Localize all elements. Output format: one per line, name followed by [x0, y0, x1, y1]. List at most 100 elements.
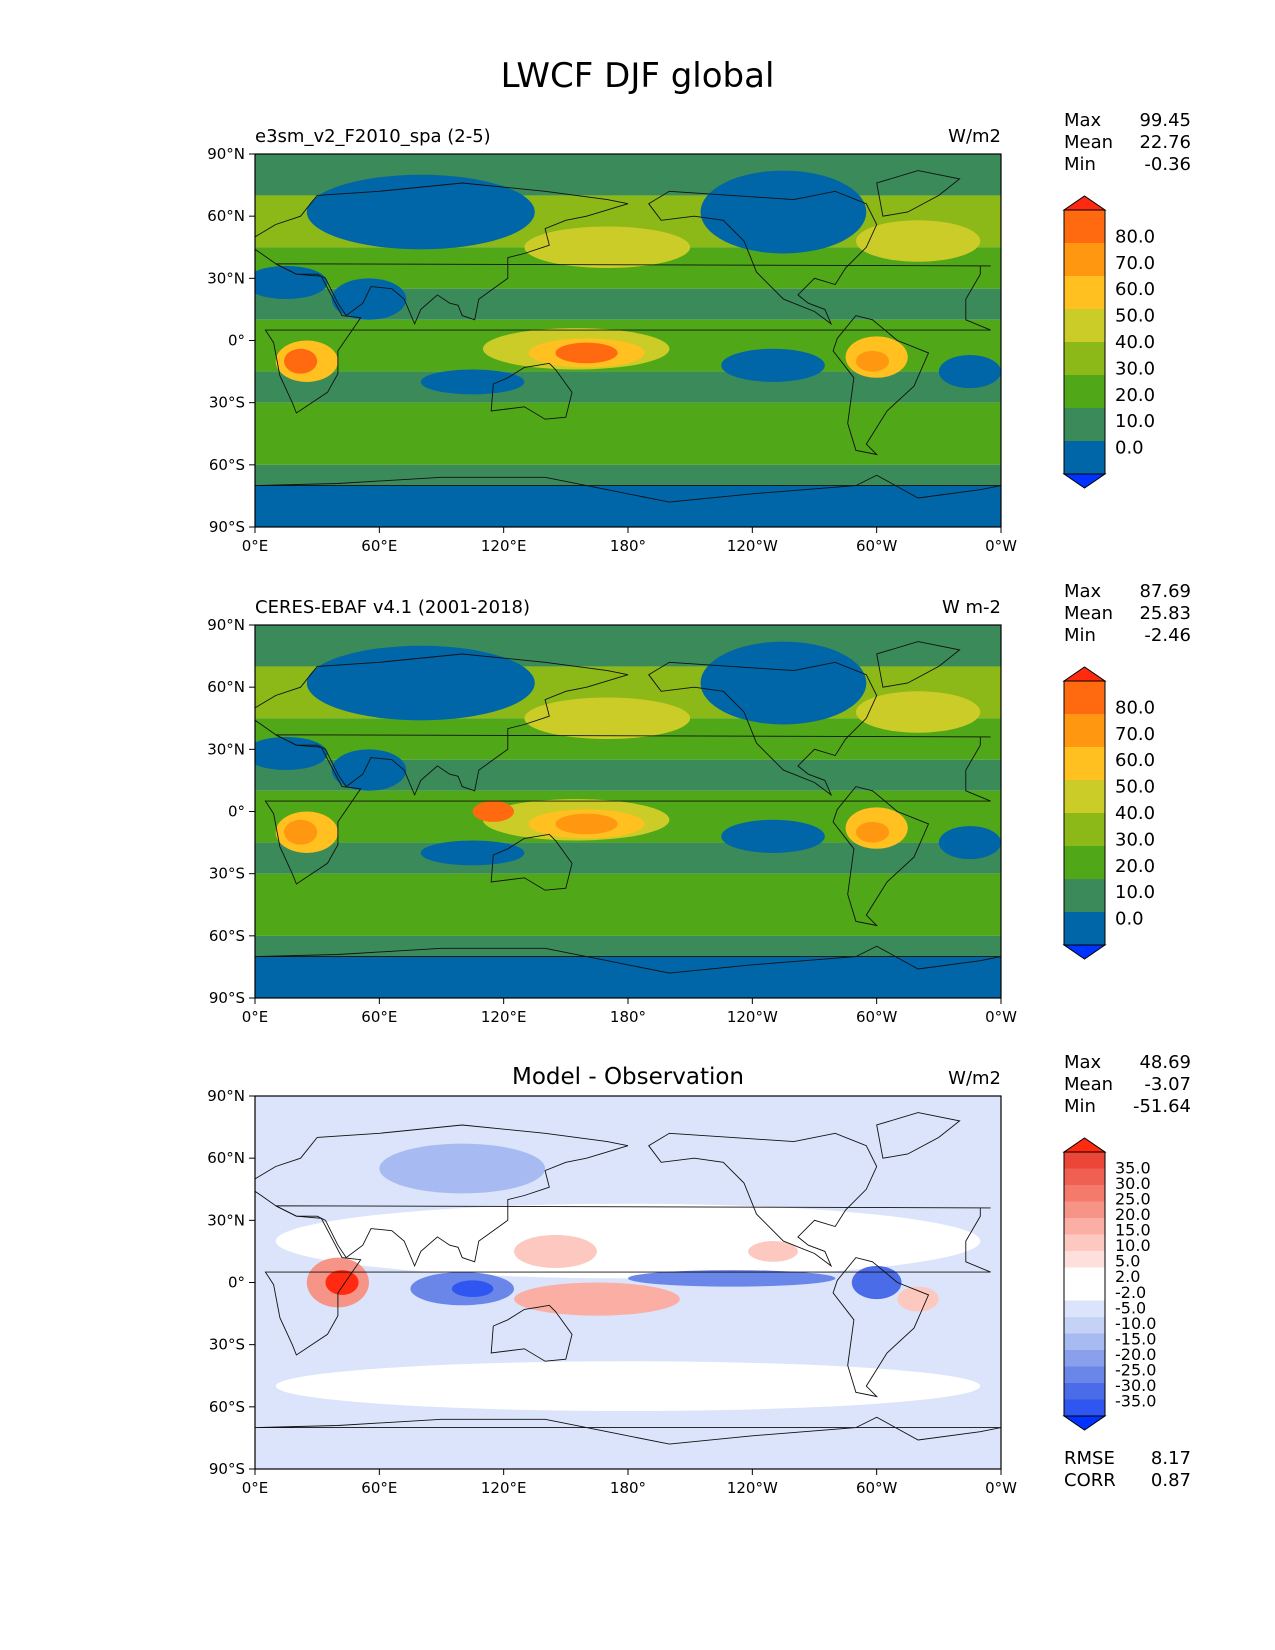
- lon-tick-label: 60°E: [361, 1008, 397, 1026]
- lon-tick-label: 120°E: [481, 1479, 527, 1497]
- field-patch: [255, 265, 328, 300]
- colorbar-bin: [1064, 1218, 1105, 1235]
- stat-label: Mean: [1064, 603, 1113, 624]
- colorbar-label: 50.0: [1115, 306, 1155, 327]
- lat-tick-label: 30°N: [207, 269, 245, 287]
- colorbar-label: -15.0: [1115, 1329, 1156, 1348]
- lon-tick-label: 120°W: [727, 537, 778, 555]
- lat-tick-label: 90°N: [207, 145, 245, 163]
- colorbar-bin: [1064, 1185, 1105, 1202]
- stat-value: -2.46: [1144, 625, 1191, 646]
- colorbar-label: 10.0: [1115, 411, 1155, 432]
- colorbar-label: 10.0: [1115, 1236, 1151, 1255]
- field-patch: [451, 1280, 494, 1298]
- colorbar-bin: [1064, 276, 1105, 310]
- colorbar-bin: [1064, 1234, 1105, 1252]
- colorbar-bin: [1064, 1300, 1105, 1318]
- colorbar-label: 20.0: [1115, 856, 1155, 877]
- field-band: [255, 842, 1001, 874]
- lat-tick-label: 60°N: [207, 1149, 245, 1167]
- lon-tick-label: 0°E: [242, 1479, 269, 1497]
- lat-tick-label: 30°N: [207, 740, 245, 758]
- colorbar-label: 70.0: [1115, 724, 1155, 745]
- stat-label: Min: [1064, 154, 1096, 175]
- coastline: [648, 190, 878, 326]
- stat-value: 48.69: [1139, 1052, 1191, 1073]
- colorbar-bin: [1064, 1350, 1105, 1367]
- coastline: [264, 1205, 991, 1356]
- colorbar-label: -20.0: [1115, 1345, 1156, 1364]
- field-patch: [255, 736, 328, 771]
- colorbar-label: 40.0: [1115, 803, 1155, 824]
- colorbar-extend-max: [1062, 666, 1107, 682]
- field-patch: [524, 226, 691, 268]
- field-patch: [855, 821, 890, 843]
- coastline: [255, 182, 629, 326]
- lon-tick-label: 180°: [610, 537, 646, 555]
- colorbar-bin: [1064, 1383, 1105, 1400]
- lon-tick-label: 0°W: [985, 1479, 1017, 1497]
- field-patch: [420, 369, 525, 395]
- colorbar-label: -5.0: [1115, 1298, 1146, 1317]
- lat-tick-label: 30°N: [207, 1211, 245, 1229]
- lon-tick-label: 60°W: [856, 537, 898, 555]
- field-patch: [555, 342, 618, 364]
- panel-title: CERES-EBAF v4.1 (2001-2018): [255, 597, 530, 618]
- stat-label: RMSE: [1064, 1448, 1115, 1469]
- field-patch: [284, 348, 318, 374]
- field-patch: [472, 801, 515, 822]
- colorbar-bin: [1064, 846, 1105, 880]
- colorbar-bin: [1064, 408, 1105, 442]
- colorbar-label: 30.0: [1115, 1174, 1151, 1193]
- coastline: [832, 786, 930, 927]
- field-patch: [721, 348, 825, 382]
- lon-tick-label: 0°E: [242, 1008, 269, 1026]
- colorbar-extend-min: [1062, 473, 1107, 489]
- field-patch: [275, 1203, 981, 1279]
- map-panel-1: 90°N 60°N 30°N 0° 30°S 60°S 90°S0°E 60°E 120°E 18…: [207, 110, 1191, 555]
- field-patch: [938, 355, 1001, 389]
- stat-label: Min: [1064, 1096, 1096, 1117]
- field-patch: [700, 170, 867, 254]
- field-patch: [555, 813, 618, 835]
- field-patch: [855, 691, 981, 733]
- lat-tick-label: 0°: [228, 332, 245, 350]
- field-band: [255, 873, 1001, 936]
- lon-tick-label: 60°W: [856, 1008, 898, 1026]
- colorbar-bin: [1064, 912, 1105, 946]
- stat-value: -51.64: [1133, 1096, 1191, 1117]
- colorbar-bin: [1064, 1267, 1105, 1285]
- colorbar-bin: [1064, 780, 1105, 814]
- lat-tick-label: 60°S: [209, 456, 245, 474]
- stat-value: 0.87: [1151, 1470, 1191, 1491]
- coastline: [832, 1257, 930, 1398]
- colorbar-bin: [1064, 879, 1105, 913]
- field-band: [255, 956, 1001, 998]
- stat-value: 87.69: [1139, 581, 1191, 602]
- field-patch: [275, 1361, 981, 1411]
- colorbar-bin: [1064, 309, 1105, 343]
- coastline: [255, 945, 1001, 974]
- field-patch: [306, 645, 535, 721]
- coastline: [255, 653, 629, 797]
- coastline: [255, 1416, 1001, 1445]
- field-patch: [514, 1234, 597, 1268]
- colorbar-extend-max: [1062, 1137, 1107, 1153]
- colorbar-bin: [1064, 210, 1105, 244]
- lat-tick-label: 60°S: [209, 1398, 245, 1416]
- lat-tick-label: 30°S: [209, 1336, 245, 1354]
- panel-units: W/m2: [948, 126, 1001, 147]
- field-patch: [514, 1282, 680, 1316]
- colorbar-frame: [1063, 209, 1106, 475]
- colorbar-bin: [1064, 1251, 1105, 1268]
- lat-tick-label: 90°N: [207, 616, 245, 634]
- colorbar-bin: [1064, 813, 1105, 847]
- field-patch: [420, 840, 525, 866]
- lat-tick-label: 30°S: [209, 394, 245, 412]
- stat-value: 22.76: [1139, 132, 1191, 153]
- colorbar-label: 15.0: [1115, 1221, 1151, 1240]
- colorbar-label: 60.0: [1115, 279, 1155, 300]
- colorbar-label: 5.0: [1115, 1252, 1140, 1271]
- colorbar-label: 35.0: [1115, 1159, 1151, 1178]
- field-band: [255, 935, 1001, 957]
